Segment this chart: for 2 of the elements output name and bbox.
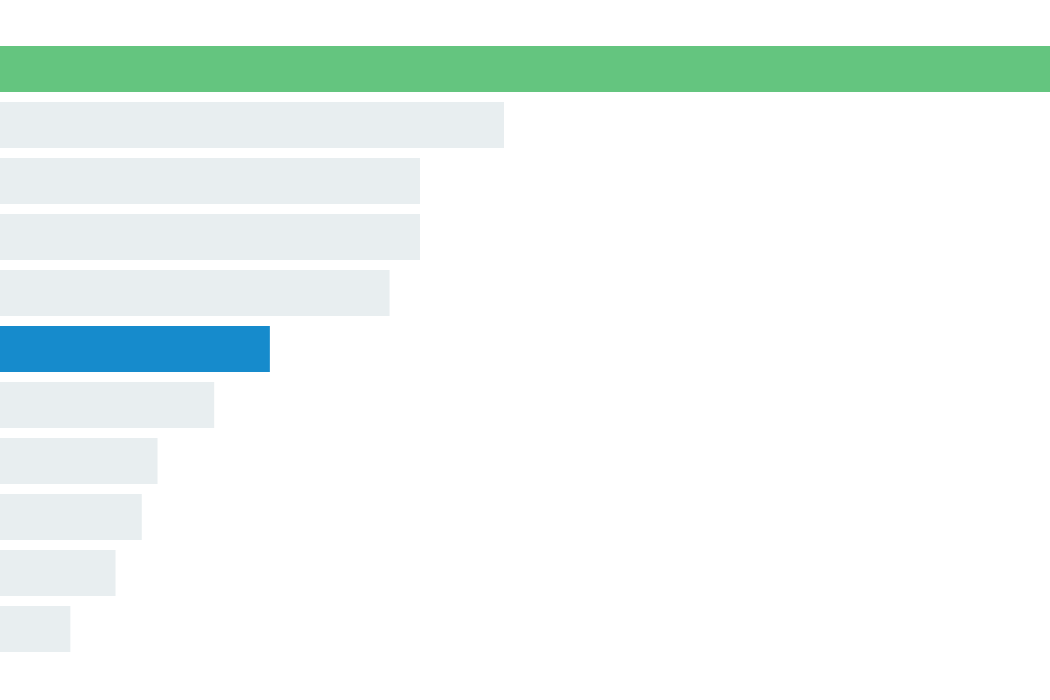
bar [0,46,1050,92]
bar [0,326,270,372]
